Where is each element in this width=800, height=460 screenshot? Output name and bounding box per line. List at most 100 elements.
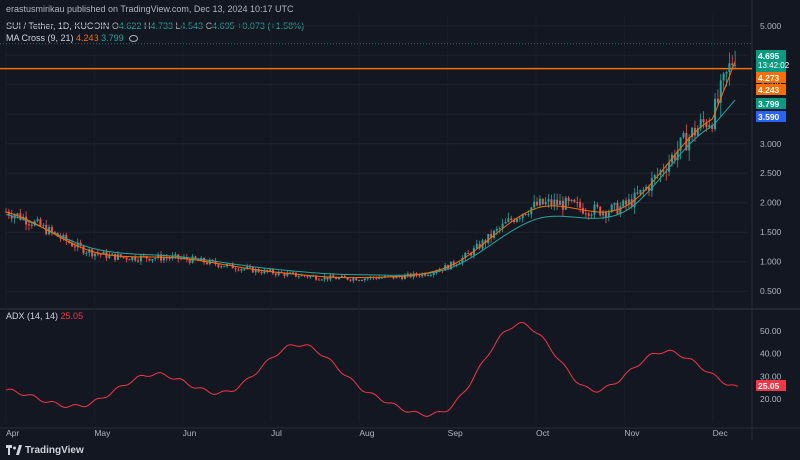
candle-body: [108, 254, 111, 259]
candle-body: [599, 206, 602, 216]
candle-body: [188, 259, 191, 263]
candle-body: [645, 186, 648, 190]
candle-body: [168, 258, 171, 260]
candle-body: [378, 277, 381, 280]
ma-slow-line: [5, 99, 736, 276]
candle-body: [504, 221, 507, 224]
candle-body: [716, 98, 719, 103]
candle-body: [111, 253, 114, 255]
candle-body: [5, 211, 7, 213]
ma-fast-value: 4.243: [76, 33, 99, 43]
candle-body: [16, 213, 19, 216]
adx-value: 25.05: [60, 311, 84, 321]
candle-body: [404, 275, 407, 280]
candle-body: [691, 127, 694, 138]
candle-body: [705, 122, 708, 128]
candle-body: [636, 192, 639, 194]
candle-body: [533, 201, 536, 208]
candle-body: [734, 64, 737, 66]
grid-lines: [0, 0, 800, 440]
candle-body: [452, 261, 455, 266]
candle-body: [590, 214, 593, 216]
candle-body: [243, 268, 246, 270]
bar-countdown: 13:42:02: [758, 61, 790, 70]
candle-body: [360, 280, 363, 282]
candles: [5, 50, 737, 284]
visibility-icon[interactable]: [129, 35, 139, 43]
candle-body: [165, 257, 168, 259]
adx-tick-label: 20.00: [760, 394, 782, 404]
level-tag: 4.273: [756, 72, 786, 83]
candle-body: [561, 200, 564, 210]
candle-body: [665, 171, 668, 173]
candle-body: [731, 63, 734, 66]
candle-body: [217, 264, 220, 267]
time-label: Aug: [359, 428, 374, 438]
candle-body: [234, 268, 237, 270]
candle-body: [85, 252, 88, 254]
candle-body: [642, 189, 645, 191]
candle-body: [148, 258, 151, 261]
price-tick-label: 1.000: [760, 257, 782, 267]
candle-body: [493, 230, 495, 238]
candle-body: [174, 254, 177, 256]
axes: 5.0004.5004.0003.5003.0002.5002.0001.500…: [6, 21, 782, 438]
candle-body: [96, 253, 99, 255]
adx-tick-label: 50.00: [760, 326, 782, 336]
candle-body: [366, 278, 369, 280]
candle-body: [682, 133, 685, 138]
adx-legend[interactable]: ADX (14, 14) 25.05: [6, 311, 83, 321]
tradingview-footer[interactable]: TradingView: [6, 445, 84, 456]
last-price: 4.695: [758, 51, 780, 61]
adx-tag: 25.05: [756, 380, 786, 391]
candle-body: [82, 245, 85, 254]
candle-body: [7, 211, 10, 216]
candle-body: [211, 259, 214, 261]
candle-body: [131, 256, 134, 261]
candle-body: [567, 197, 570, 202]
candle-body: [42, 224, 45, 226]
candle-body: [656, 174, 659, 176]
price-tick-label: 0.500: [760, 286, 782, 296]
candle-body: [114, 253, 117, 260]
candle-body: [648, 186, 651, 191]
candle-body: [349, 279, 352, 281]
candle-body: [530, 207, 533, 215]
candle-body: [581, 207, 584, 214]
candle-body: [650, 178, 653, 191]
candle-body: [696, 128, 699, 136]
candle-body: [573, 199, 576, 203]
candle-body: [501, 223, 504, 229]
candle-body: [197, 259, 200, 261]
candle-body: [518, 218, 521, 220]
candle-body: [300, 275, 303, 277]
candle-body: [507, 218, 510, 222]
adx-pane: [5, 321, 739, 417]
candle-body: [570, 199, 573, 202]
time-label: Jul: [271, 428, 282, 438]
ma-cross-legend[interactable]: MA Cross (9, 21) 4.243 3.799: [6, 33, 139, 43]
candle-body: [464, 253, 467, 258]
price-tick-label: 2.500: [760, 168, 782, 178]
candle-body: [432, 272, 435, 275]
candle-body: [134, 256, 137, 261]
candle-body: [673, 154, 676, 161]
candle-body: [355, 278, 358, 281]
candle-body: [470, 253, 473, 256]
candle-body: [625, 200, 628, 205]
candle-body: [401, 276, 404, 280]
candle-body: [381, 277, 384, 279]
candle-body: [274, 273, 277, 276]
candle-body: [266, 269, 269, 272]
candle-body: [688, 137, 691, 151]
candle-body: [352, 278, 355, 281]
candle-body: [616, 202, 619, 215]
candle-body: [515, 218, 518, 222]
candle-body: [702, 119, 705, 123]
candle-body: [27, 224, 30, 226]
candle-body: [627, 199, 630, 205]
time-label: Nov: [624, 428, 640, 438]
tradingview-logo-icon: [6, 445, 22, 456]
candle-body: [76, 242, 79, 248]
